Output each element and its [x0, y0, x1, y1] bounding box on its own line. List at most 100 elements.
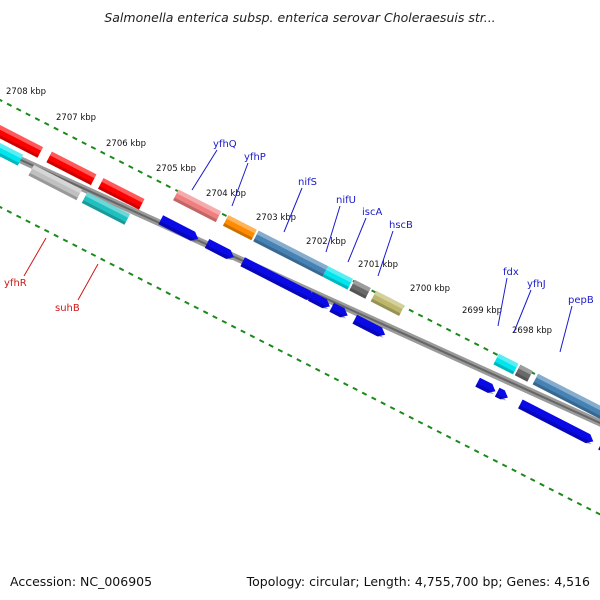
gene-iscA-block	[349, 279, 371, 299]
leader-forward-7	[497, 277, 508, 327]
outer-ring-tick	[128, 164, 134, 170]
outer-ring-tick	[156, 179, 162, 184]
gene-yfhR-block-b-shade	[98, 186, 141, 210]
gene-suhB-block-body	[81, 192, 130, 225]
inner-ring-tick	[408, 415, 414, 420]
inner-ring-tick	[445, 434, 452, 439]
outer-ring-tick	[146, 174, 153, 179]
inner-ring-tick	[567, 497, 573, 502]
outer-ring-tick	[445, 327, 452, 332]
outer-ring-tick	[408, 308, 414, 313]
leader-forward-8	[513, 289, 532, 333]
cds-arrow-8-arrow-shade	[494, 393, 507, 401]
gene-yfhR-block-b	[98, 178, 145, 210]
inner-ring-tick	[249, 334, 255, 339]
tick-label-6: 2703 kbp	[256, 213, 296, 223]
cds-arrow-9-arrow-shade	[518, 405, 592, 445]
inner-ring-tick	[156, 286, 162, 291]
cds-arrow-9-arrow	[518, 399, 594, 444]
cds-arrow-9	[518, 399, 594, 445]
tick-label-10: 2699 kbp	[462, 306, 502, 316]
outer-ring-tick	[34, 117, 41, 122]
cds-arrow-2	[204, 239, 234, 261]
outer-ring-tick	[25, 112, 31, 117]
inner-ring-tick	[417, 420, 424, 425]
inner-ring-tick	[184, 300, 190, 305]
gene-label-pepB: pepB	[568, 295, 594, 306]
inner-ring-tick	[473, 449, 480, 454]
inner-ring-tick	[539, 482, 545, 487]
inner-ring-tick	[202, 310, 209, 315]
inner-ring-tick	[576, 501, 583, 506]
inner-ring-tick	[287, 353, 293, 358]
tick-label-9: 2700 kbp	[410, 284, 450, 294]
inner-ring-tick	[586, 506, 592, 511]
gene-fdx-block	[493, 353, 519, 375]
gene-nifS-block-shade	[253, 238, 324, 277]
inner-ring-tick	[530, 477, 536, 482]
inner-ring-tick	[595, 511, 600, 516]
gene-nifS-block	[253, 230, 328, 277]
gene-hscB-block-body	[370, 290, 405, 316]
inner-ring-tick	[427, 425, 433, 430]
inner-ring-tick	[399, 410, 405, 415]
cds-arrow-3-arrow	[240, 257, 314, 300]
tick-label-7: 2702 kbp	[306, 237, 346, 247]
cds-arrow-4-arrow-shade	[308, 297, 329, 310]
gene-nifU-block-highlight	[326, 266, 353, 283]
inner-ring-tick	[81, 248, 87, 253]
gene-yfhR-block-b-highlight	[101, 178, 145, 203]
gene-yfhR-block-a-shade	[46, 159, 93, 186]
cds-arrow-7-arrow	[475, 377, 496, 393]
cds-arrow-2-arrow	[204, 239, 234, 259]
inner-ring-tick	[212, 315, 218, 320]
gene-yfhR-block-a-body	[46, 151, 97, 186]
gene-label-suhB: suhB	[55, 303, 80, 314]
gene-left-red-block	[0, 125, 43, 158]
gene-fdx-block-shade	[493, 361, 515, 375]
leader-forward-3	[283, 187, 303, 233]
inner-ring-tick	[389, 406, 396, 411]
gene-yfhJ-block-shade	[514, 372, 529, 382]
gene-yfhJ-block-highlight	[518, 364, 533, 375]
cds-arrow-3-arrow-shade	[240, 263, 313, 302]
inner-ring-tick	[333, 377, 340, 382]
inner-ring-tick	[16, 214, 22, 219]
inner-ring-tick	[137, 276, 143, 281]
gene-label-yfhQ: yfhQ	[213, 139, 237, 150]
tick-label-11: 2698 kbp	[512, 326, 552, 336]
outer-ring-tick	[492, 351, 498, 356]
inner-ring-tick	[455, 439, 461, 444]
tick-label-3: 2706 kbp	[106, 139, 146, 149]
gene-hscB-block-shade	[370, 298, 401, 316]
map-title: Salmonella enterica subsp. enterica sero…	[104, 10, 496, 25]
outer-ring-tick	[427, 318, 433, 323]
outer-ring-tick	[417, 313, 424, 318]
inner-ring-tick	[0, 204, 3, 210]
inner-ring-tick	[6, 209, 12, 214]
outer-ring-tick	[118, 160, 125, 165]
gene-left-cyan-block	[0, 143, 24, 166]
gene-pepB-block-highlight	[536, 373, 600, 411]
inner-ring-tick	[128, 271, 134, 277]
gene-yfhQ-block-highlight	[176, 189, 222, 216]
outer-ring-tick	[6, 102, 12, 107]
features-layer	[0, 125, 600, 451]
inner-ring-tick	[90, 252, 97, 257]
inner-ring-tick	[343, 382, 349, 387]
tick-label-4: 2705 kbp	[156, 164, 196, 174]
inner-ring-tick	[277, 348, 283, 353]
inner-ring-tick	[146, 281, 153, 286]
inner-ring-tick	[100, 257, 106, 262]
inner-ring-tick	[230, 324, 237, 329]
gene-label-nifU: nifU	[336, 195, 356, 206]
cds-arrow-1-arrow	[158, 215, 199, 241]
cds-arrow-4-arrow	[308, 291, 330, 309]
inner-ring-tick	[34, 224, 41, 229]
cds-arrow-8	[494, 387, 508, 401]
outer-ring-tick	[473, 342, 480, 347]
gene-yfhQ-block-shade	[173, 197, 218, 223]
outer-ring-tick	[90, 145, 97, 150]
leader-forward-5	[347, 217, 367, 263]
leader-reverse-2	[77, 263, 99, 301]
